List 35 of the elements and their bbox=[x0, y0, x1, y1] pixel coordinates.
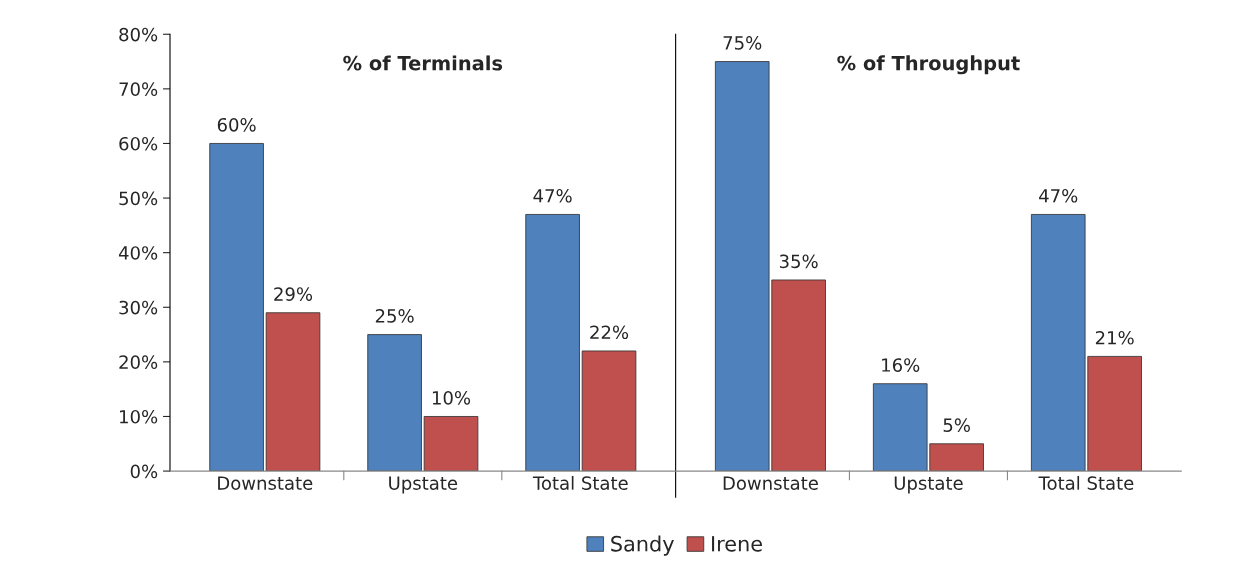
text: 35% bbox=[779, 254, 818, 269]
bar bbox=[525, 214, 580, 472]
text: 5% bbox=[943, 418, 970, 432]
y-tick-label: 0% bbox=[130, 464, 158, 479]
text: 75% bbox=[723, 36, 762, 50]
text: 60% bbox=[217, 117, 256, 132]
y-tick-label: 50% bbox=[119, 191, 158, 206]
x-tick-label: Upstate bbox=[894, 476, 963, 494]
bar bbox=[367, 334, 422, 472]
text: 47% bbox=[1039, 188, 1078, 203]
bar bbox=[581, 350, 637, 472]
text: 47% bbox=[533, 188, 572, 203]
y-tick-label: 70% bbox=[119, 82, 158, 96]
y-tick-label: 40% bbox=[118, 246, 158, 260]
y-tick-label: 20% bbox=[119, 355, 158, 369]
x-tick-label: Total State bbox=[1038, 475, 1134, 490]
x-tick-label: Total State bbox=[532, 475, 628, 490]
y-tick-label: 60% bbox=[119, 136, 158, 151]
text: 10% bbox=[432, 390, 471, 405]
x-tick-label: Downstate bbox=[723, 476, 818, 490]
text: 22% bbox=[590, 325, 629, 340]
x-tick-label: Downstate bbox=[218, 476, 313, 490]
text: 25% bbox=[375, 309, 414, 323]
y-tick-label: 10% bbox=[120, 409, 158, 424]
bar bbox=[423, 416, 479, 472]
y-tick-label: 30% bbox=[119, 300, 158, 315]
legend-label: Irene bbox=[712, 536, 762, 552]
text: % of Throughput bbox=[837, 55, 1020, 75]
y-tick-label: 80% bbox=[119, 27, 158, 42]
x-tick-label: Upstate bbox=[389, 476, 458, 494]
text: 29% bbox=[274, 287, 313, 301]
text: 21% bbox=[1095, 330, 1134, 345]
legend-label: Sandy bbox=[611, 535, 674, 556]
text: 16% bbox=[882, 358, 920, 372]
text: % of Terminals bbox=[343, 55, 503, 71]
